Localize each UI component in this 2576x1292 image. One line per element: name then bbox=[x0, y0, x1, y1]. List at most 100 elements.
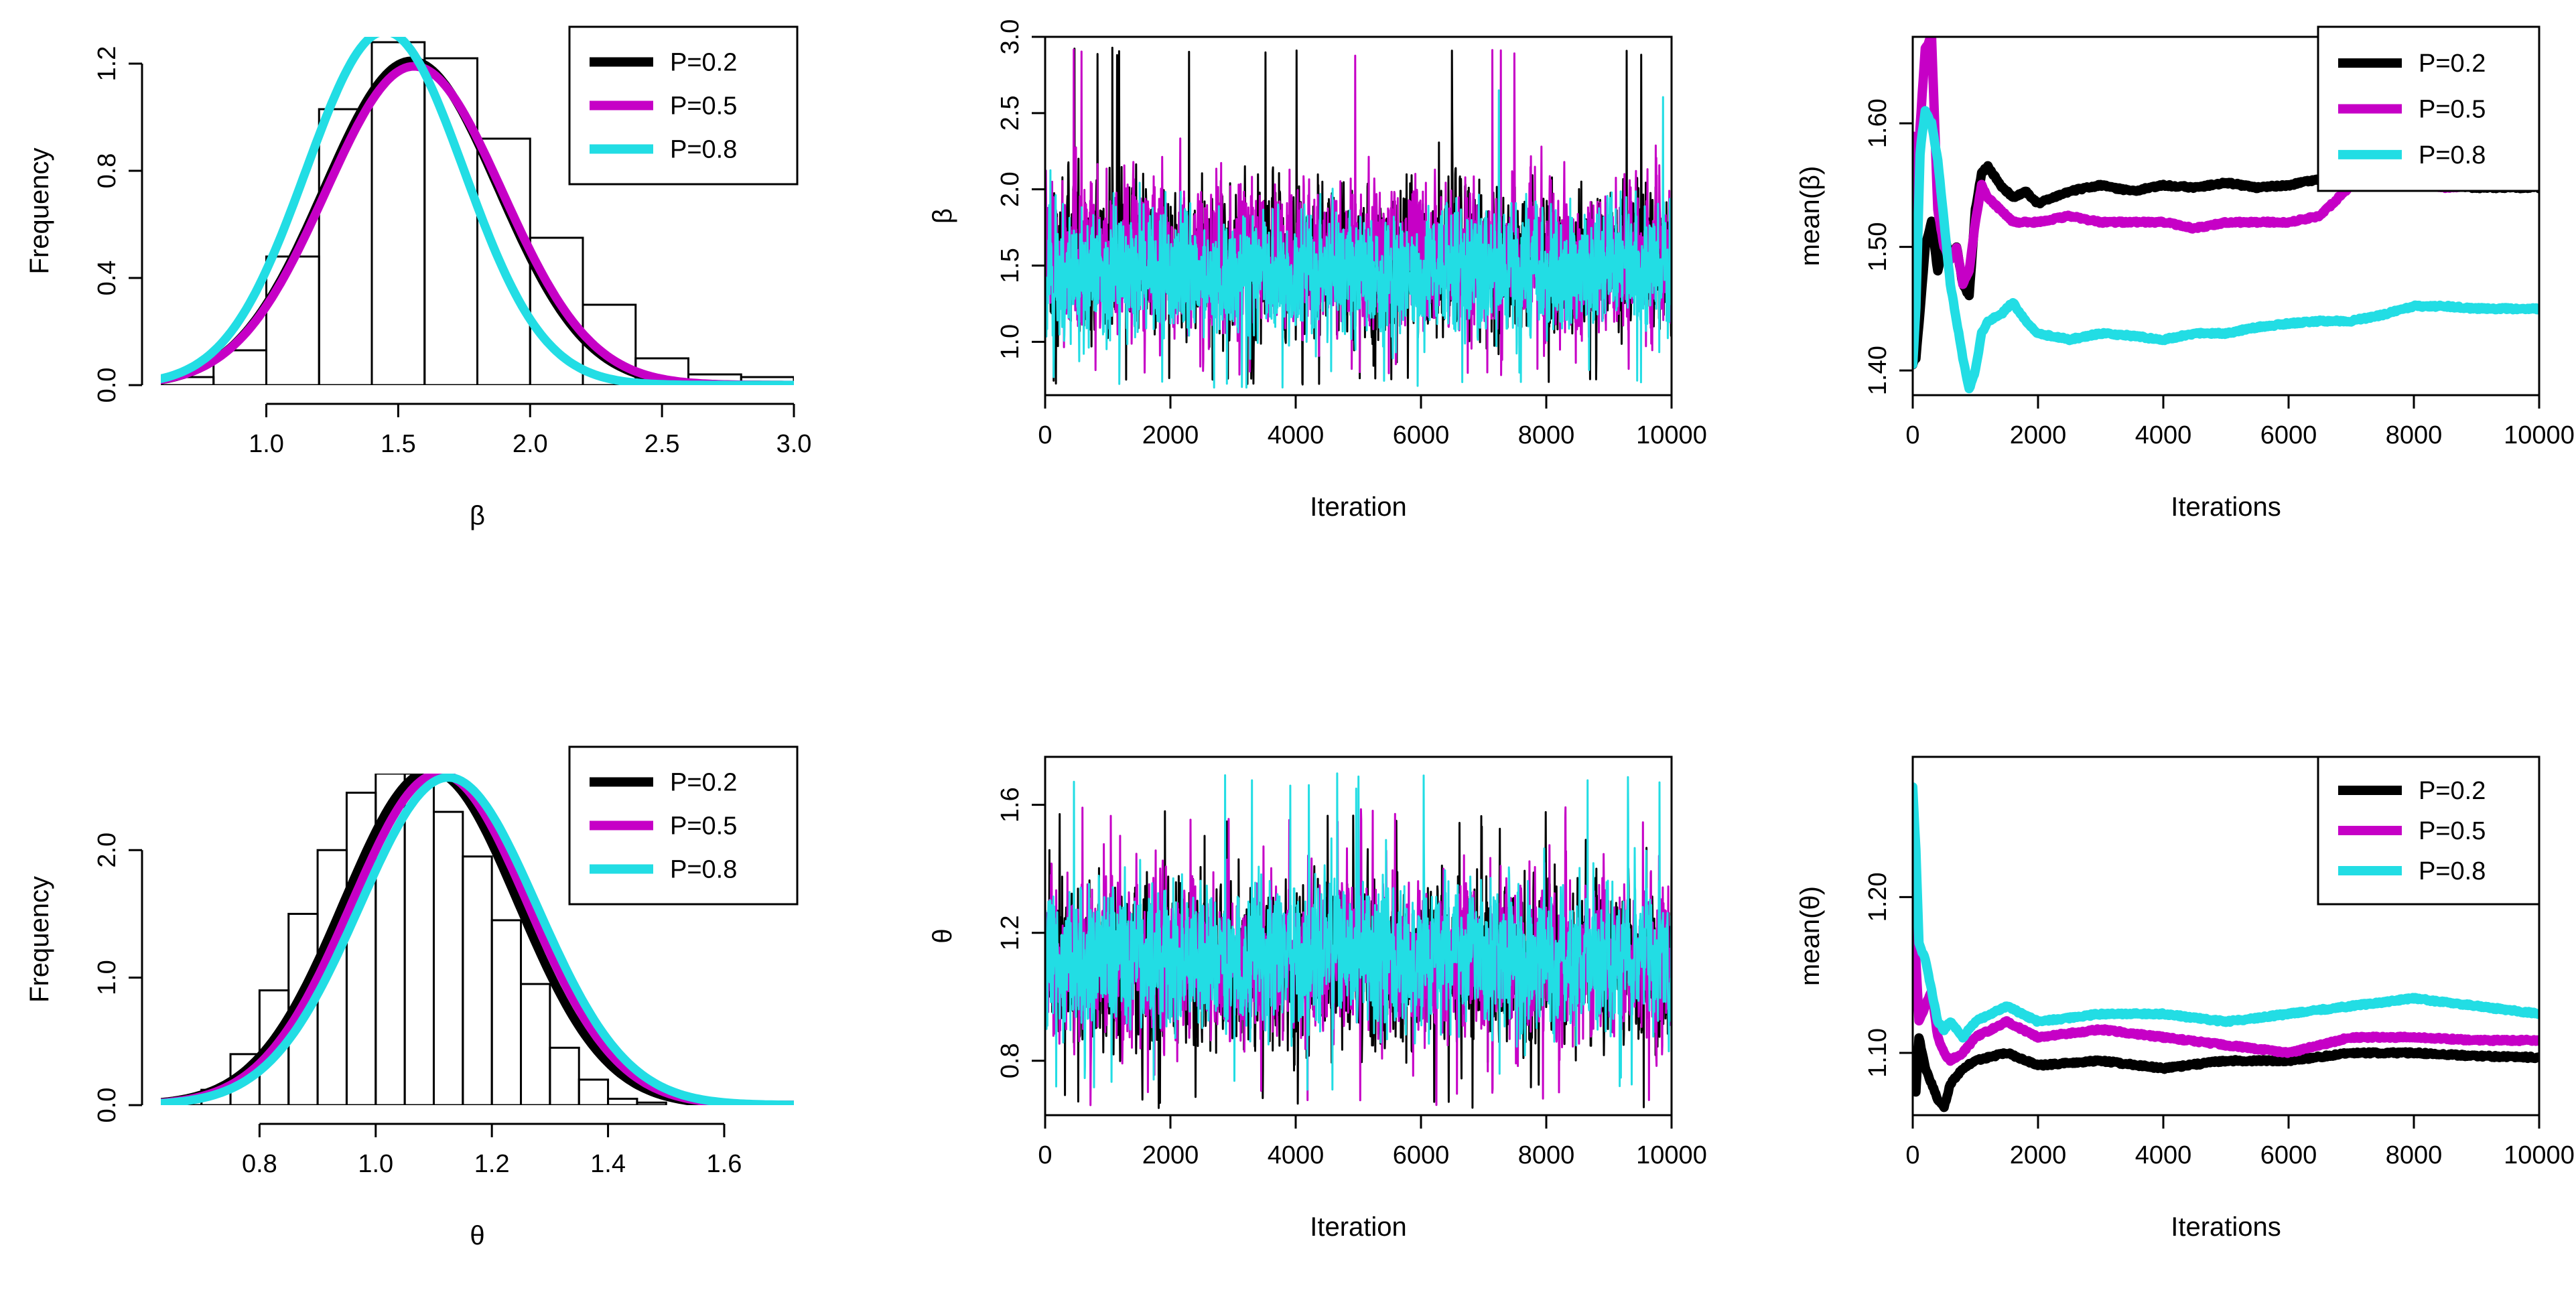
y-tick-label: 0.8 bbox=[93, 153, 121, 189]
y-axis-label: mean(β) bbox=[1795, 166, 1825, 267]
y-tick-label: 1.2 bbox=[996, 915, 1024, 950]
x-tick-label: 10000 bbox=[1636, 1141, 1707, 1169]
x-tick-label: 8000 bbox=[1518, 421, 1575, 449]
series-line-08 bbox=[1045, 772, 1672, 1091]
x-tick-label: 6000 bbox=[1393, 1141, 1450, 1169]
x-tick-label: 10000 bbox=[1636, 421, 1707, 449]
histogram-bar bbox=[549, 1046, 580, 1105]
histogram-bar bbox=[520, 983, 551, 1105]
x-tick-label: 8000 bbox=[2386, 1141, 2443, 1169]
beta-trace-plot-area bbox=[1045, 46, 1672, 389]
y-tick-label: 1.60 bbox=[1864, 98, 1892, 148]
series-line-05 bbox=[1913, 846, 2539, 1066]
x-tick-label: 4000 bbox=[1268, 1141, 1325, 1169]
y-tick-label: 1.40 bbox=[1864, 346, 1892, 395]
x-tick-label: 2000 bbox=[1142, 1141, 1199, 1169]
histogram-bar bbox=[582, 303, 637, 385]
legend-label: P=0.2 bbox=[670, 49, 737, 77]
x-tick-label: 0.8 bbox=[242, 1150, 277, 1178]
legend-label: P=0.8 bbox=[2419, 857, 2486, 885]
legend-label: P=0.2 bbox=[670, 769, 737, 797]
histogram-bar bbox=[578, 1078, 610, 1105]
y-tick-label: 1.5 bbox=[996, 248, 1024, 283]
x-tick-label: 2000 bbox=[2010, 1141, 2067, 1169]
theta-trace-plot-area bbox=[1045, 772, 1672, 1109]
x-tick-label: 1.4 bbox=[590, 1150, 626, 1178]
x-tick-label: 1.6 bbox=[707, 1150, 742, 1178]
legend-label: P=0.5 bbox=[670, 812, 737, 841]
series-line-08 bbox=[1913, 106, 2539, 394]
y-tick-label: 2.5 bbox=[996, 95, 1024, 131]
x-axis-label: θ bbox=[470, 1221, 484, 1250]
y-tick-label: 1.50 bbox=[1864, 222, 1892, 272]
theta-mean-plot-area bbox=[1913, 782, 2539, 1112]
legend-label: P=0.8 bbox=[670, 136, 737, 164]
x-tick-label: 8000 bbox=[2386, 421, 2443, 449]
x-tick-label: 1.0 bbox=[249, 430, 284, 458]
y-tick-label: 1.10 bbox=[1864, 1028, 1892, 1078]
legend: P=0.2 P=0.5 P=0.8 bbox=[568, 745, 799, 906]
x-axis-label: β bbox=[470, 501, 485, 530]
x-tick-label: 2000 bbox=[2010, 421, 2067, 449]
y-tick-label: 1.0 bbox=[996, 324, 1024, 360]
legend-label: P=0.5 bbox=[2419, 96, 2486, 124]
beta-trace-panel: 0 2000 4000 6000 8000 10000 Iteration 1.0 1.5 2.0… bbox=[928, 19, 1707, 522]
beta-mean-panel: 0 2000 4000 6000 8000 10000 Iterations 1.40 1.50… bbox=[1795, 25, 2575, 522]
beta-hist-panel: 1.0 1.5 2.0 2.5 3.0 β 0.0 0.4 0.8 1.2 Frequency P=0… bbox=[25, 25, 812, 530]
y-axis-label: Frequency bbox=[25, 876, 54, 1003]
theta-mean-panel: 0 2000 4000 6000 8000 10000 Iterations 1.10 1.20… bbox=[1795, 756, 2575, 1242]
theta-hist-panel: 0.8 1.0 1.2 1.4 1.6θ0.01.02.0FrequencyP=0.2P… bbox=[25, 745, 799, 1250]
y-axis-label: β bbox=[928, 208, 957, 224]
x-tick-label: 0 bbox=[1905, 421, 1919, 449]
theta-hist-plot-area bbox=[161, 774, 794, 1105]
series-line-02 bbox=[1913, 1033, 2539, 1112]
x-tick-label: 4000 bbox=[2135, 1141, 2192, 1169]
x-tick-label: 0 bbox=[1038, 1141, 1052, 1169]
x-axis-label: Iteration bbox=[1310, 492, 1407, 522]
x-tick-label: 2000 bbox=[1142, 421, 1199, 449]
legend-label: P=0.2 bbox=[2419, 777, 2486, 805]
y-axis-label: Frequency bbox=[25, 148, 54, 275]
legend-label: P=0.8 bbox=[2419, 141, 2486, 169]
legend-label: P=0.2 bbox=[2419, 50, 2486, 78]
x-tick-label: 2.5 bbox=[645, 430, 680, 458]
x-tick-label: 1.2 bbox=[474, 1150, 510, 1178]
legend: P=0.2 P=0.5 P=0.8 bbox=[568, 25, 799, 186]
y-tick-label: 0.0 bbox=[93, 368, 121, 403]
y-tick-label: 1.6 bbox=[996, 787, 1024, 822]
legend-label: P=0.5 bbox=[2419, 817, 2486, 845]
theta-trace-panel: 0 2000 4000 6000 8000 10000 Iteration 0.8 1.2 1.6… bbox=[928, 756, 1707, 1242]
y-tick-label: 0.0 bbox=[93, 1088, 121, 1123]
x-tick-label: 6000 bbox=[2260, 1141, 2317, 1169]
x-tick-label: 1.5 bbox=[381, 430, 416, 458]
legend: P=0.2 P=0.5 P=0.8 bbox=[2317, 756, 2540, 906]
y-tick-label: 2.0 bbox=[93, 833, 121, 868]
y-axis-label: mean(θ) bbox=[1795, 886, 1825, 986]
y-axis-label: θ bbox=[928, 928, 957, 943]
x-tick-label: 6000 bbox=[2260, 421, 2317, 449]
legend: P=0.2 P=0.5 P=0.8 bbox=[2317, 25, 2540, 192]
x-tick-label: 3.0 bbox=[776, 430, 812, 458]
y-tick-label: 1.0 bbox=[93, 960, 121, 995]
x-tick-label: 6000 bbox=[1393, 421, 1450, 449]
x-tick-label: 0 bbox=[1905, 1141, 1919, 1169]
x-tick-label: 4000 bbox=[1268, 421, 1325, 449]
x-tick-label: 4000 bbox=[2135, 421, 2192, 449]
legend-label: P=0.8 bbox=[670, 856, 737, 884]
histogram-bar bbox=[636, 1101, 667, 1105]
x-tick-label: 0 bbox=[1038, 421, 1052, 449]
x-tick-label: 8000 bbox=[1518, 1141, 1575, 1169]
series-line-08 bbox=[161, 774, 794, 1105]
x-tick-label: 10000 bbox=[2504, 421, 2575, 449]
series-line-08 bbox=[161, 37, 794, 385]
x-axis-label: Iteration bbox=[1310, 1212, 1407, 1242]
legend-label: P=0.5 bbox=[670, 92, 737, 121]
y-tick-label: 3.0 bbox=[996, 19, 1024, 55]
x-axis-label: Iterations bbox=[2171, 492, 2281, 522]
x-tick-label: 1.0 bbox=[358, 1150, 393, 1178]
x-tick-label: 2.0 bbox=[513, 430, 548, 458]
y-tick-label: 1.20 bbox=[1864, 872, 1892, 922]
x-tick-label: 10000 bbox=[2504, 1141, 2575, 1169]
y-tick-label: 0.8 bbox=[996, 1043, 1024, 1078]
